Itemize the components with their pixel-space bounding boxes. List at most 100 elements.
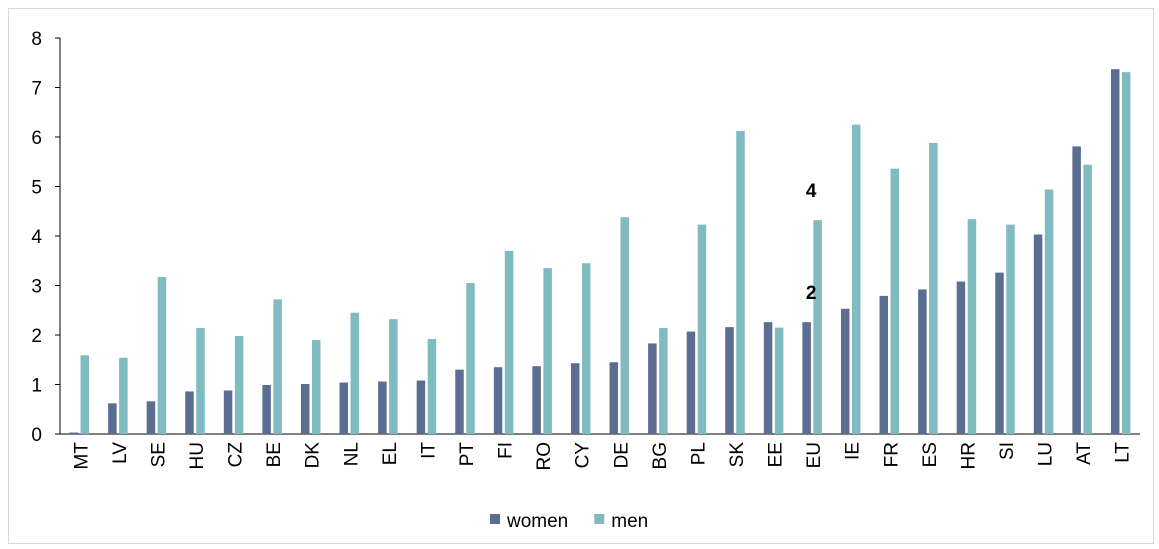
y-tick-label: 7: [31, 79, 42, 100]
x-tick-label: DE: [611, 442, 632, 468]
x-tick-label: FI: [496, 442, 517, 459]
bar-men-MT: [80, 355, 90, 434]
chart-frame: [8, 8, 1154, 544]
bar-men-CZ: [234, 335, 244, 434]
x-tick-label: IT: [418, 442, 439, 459]
x-tick-label: PT: [457, 442, 478, 467]
bar-men-NL: [350, 312, 360, 434]
bar-men-ES: [929, 142, 938, 434]
data-annotation: 4: [806, 181, 817, 202]
bar-men-IE: [851, 124, 861, 434]
x-tick-label: SI: [997, 442, 1018, 460]
x-tick-label: CZ: [226, 442, 247, 468]
bar-men-AT: [1083, 164, 1092, 434]
x-tick-label: DK: [303, 442, 324, 469]
bar-men-SE: [157, 277, 167, 434]
x-tick-label: LT: [1113, 442, 1134, 463]
bar-women-EE: [763, 322, 773, 434]
bar-men-EU: [813, 220, 822, 434]
x-tick-label: MT: [71, 442, 92, 470]
x-tick-label: HR: [958, 442, 979, 469]
bar-men-PT: [466, 283, 475, 434]
bar-women-IE: [840, 308, 850, 434]
x-tick-label: SE: [148, 442, 169, 467]
bar-men-FI: [504, 250, 514, 434]
bar-women-HR: [956, 281, 966, 434]
bar-men-RO: [543, 268, 552, 434]
bar-men-HU: [196, 328, 205, 434]
bar-men-SK: [736, 131, 745, 434]
bar-women-EU: [802, 322, 811, 434]
bar-women-HU: [185, 391, 194, 434]
legend-swatch-women: [490, 514, 500, 524]
bar-men-BE: [273, 299, 282, 434]
bar-men-EL: [389, 319, 398, 434]
data-annotation: 2: [806, 283, 817, 304]
x-tick-label: SK: [727, 442, 748, 468]
bar-men-PL: [697, 224, 707, 434]
bar-women-SI: [995, 272, 1004, 434]
y-tick-label: 3: [31, 277, 42, 298]
bar-men-SI: [1006, 224, 1015, 434]
bar-women-EL: [378, 381, 387, 434]
y-tick-label: 1: [31, 376, 42, 397]
bar-men-DE: [620, 217, 630, 434]
x-tick-label: BG: [650, 442, 671, 469]
bar-women-CY: [570, 363, 580, 434]
bar-women-FR: [879, 295, 889, 434]
x-tick-label: NL: [341, 442, 362, 466]
x-tick-label: LV: [110, 442, 131, 464]
x-tick-label: EE: [766, 442, 787, 467]
legend-swatch-men: [594, 514, 605, 524]
bar-women-DK: [300, 384, 310, 434]
bar-women-SE: [146, 401, 156, 434]
bar-women-AT: [1072, 146, 1081, 434]
bar-women-DE: [609, 362, 619, 434]
x-tick-label: ES: [920, 442, 941, 467]
bar-men-HR: [967, 219, 977, 434]
bar-men-LT: [1121, 72, 1131, 434]
y-tick-label: 5: [31, 178, 42, 199]
bar-women-CZ: [223, 390, 233, 434]
bar-men-IT: [427, 338, 437, 434]
bar-men-BG: [659, 328, 668, 434]
x-tick-label: LU: [1036, 442, 1057, 466]
x-tick-label: AT: [1074, 442, 1095, 465]
x-tick-labels: MT LV SE HU CZ BE DK NL EL IT PT FI RO CY DE BG PL SK EE EU…: [71, 442, 1133, 471]
y-tick-label: 8: [31, 29, 42, 50]
y-tick-labels: 0 1 2 3 4 5 6 7 8: [31, 29, 42, 446]
x-tick-label: PL: [688, 442, 709, 465]
bar-women-SK: [725, 327, 734, 434]
chart-bars: [69, 69, 1131, 434]
x-tick-label: BE: [264, 442, 285, 467]
bar-men-EE: [774, 327, 784, 434]
chart-axes: [55, 37, 1140, 435]
bar-women-RO: [532, 366, 541, 434]
y-tick-label: 2: [31, 326, 42, 347]
bar-women-ES: [918, 289, 927, 434]
legend: women men: [490, 511, 648, 532]
bar-women-PT: [455, 369, 464, 434]
bar-women-FI: [493, 367, 503, 434]
bar-women-NL: [339, 382, 349, 434]
bar-women-LU: [1033, 234, 1043, 434]
bar-women-PL: [686, 331, 696, 434]
x-tick-label: IE: [843, 442, 864, 460]
bar-women-LT: [1110, 69, 1120, 434]
y-tick-label: 6: [31, 128, 42, 149]
legend-label-women: women: [506, 511, 568, 532]
bar-men-LU: [1044, 189, 1054, 434]
bar-women-LV: [108, 403, 117, 434]
x-tick-label: EL: [380, 442, 401, 465]
bar-men-CY: [581, 263, 591, 434]
bar-men-DK: [311, 339, 321, 434]
bar-women-MT: [69, 432, 79, 434]
bar-women-BG: [648, 343, 657, 434]
bar-men-LV: [119, 357, 128, 434]
y-tick-label: 0: [31, 425, 42, 446]
bar-women-BE: [262, 384, 271, 434]
x-tick-label: HU: [187, 442, 208, 469]
legend-label-men: men: [611, 511, 648, 532]
x-tick-label: EU: [804, 442, 825, 468]
